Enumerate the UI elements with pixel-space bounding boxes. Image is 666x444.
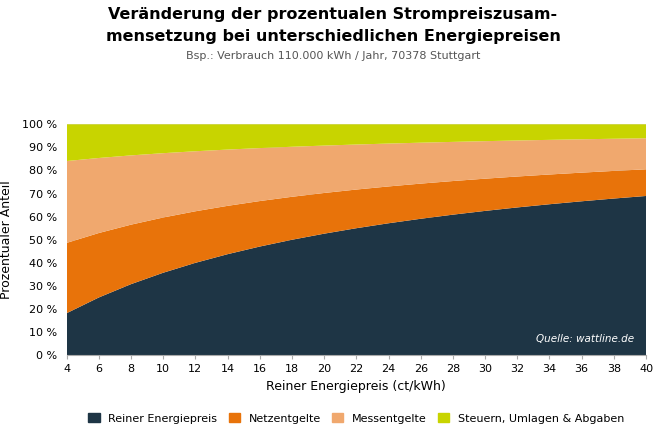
Legend: Reiner Energiepreis, Netzentgelte, Messentgelte, Steuern, Umlagen & Abgaben: Reiner Energiepreis, Netzentgelte, Messe… [89, 413, 624, 424]
X-axis label: Reiner Energiepreis (ct/kWh): Reiner Energiepreis (ct/kWh) [266, 380, 446, 393]
Text: Bsp.: Verbrauch 110.000 kWh / Jahr, 70378 Stuttgart: Bsp.: Verbrauch 110.000 kWh / Jahr, 7037… [186, 51, 480, 61]
Text: mensetzung bei unterschiedlichen Energiepreisen: mensetzung bei unterschiedlichen Energie… [106, 29, 560, 44]
Text: Veränderung der prozentualen Strompreiszusam-: Veränderung der prozentualen Strompreisz… [109, 7, 557, 22]
Y-axis label: Prozentualer Anteil: Prozentualer Anteil [1, 180, 13, 299]
Text: Quelle: wattline.de: Quelle: wattline.de [536, 333, 635, 344]
